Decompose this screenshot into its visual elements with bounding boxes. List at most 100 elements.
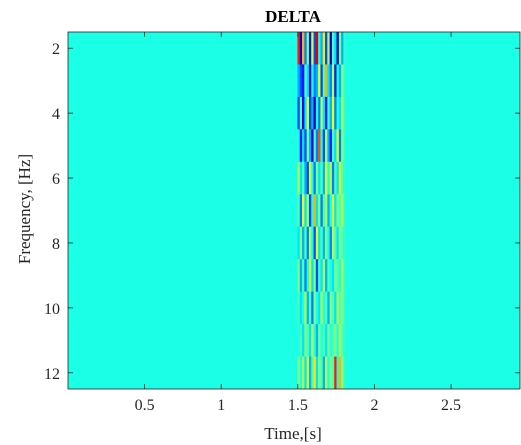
heatmap-cell xyxy=(327,291,330,325)
heatmap-cell xyxy=(313,194,317,228)
heatmap-cell xyxy=(336,324,340,357)
heatmap-cell xyxy=(318,129,321,163)
heatmap-cell xyxy=(341,129,344,163)
heatmap-cell xyxy=(327,259,330,292)
heatmap-cell xyxy=(313,161,317,195)
heatmap-cell xyxy=(304,291,307,325)
heatmap-cell xyxy=(306,64,310,98)
x-tick-label: 1 xyxy=(217,397,225,414)
heatmap-cell xyxy=(299,324,303,357)
heatmap-cell xyxy=(315,96,319,130)
heatmap-cell xyxy=(331,356,335,390)
heatmap-cell xyxy=(336,194,340,228)
heatmap-cell xyxy=(334,194,337,228)
heatmap-cell xyxy=(327,161,330,195)
heatmap-cell xyxy=(302,96,305,130)
heatmap-cell xyxy=(320,96,324,130)
heatmap-cell xyxy=(306,194,310,228)
heatmap-cell xyxy=(304,129,307,163)
heatmap-cell xyxy=(306,96,310,130)
heatmap-cell xyxy=(329,356,333,390)
heatmap-cell xyxy=(299,161,303,195)
heatmap-cell xyxy=(297,356,301,390)
heatmap-cell xyxy=(331,259,335,292)
heatmap-cell xyxy=(318,64,321,98)
heatmap-cell xyxy=(336,226,340,260)
heatmap-cell xyxy=(311,226,314,260)
heatmap-cell xyxy=(329,161,333,195)
heatmap-cell xyxy=(299,194,303,228)
heatmap-cell xyxy=(336,161,340,195)
heatmap-cell xyxy=(329,259,333,292)
heatmap-cell xyxy=(325,64,328,98)
heatmap-cell xyxy=(338,226,342,260)
heatmap-cell xyxy=(308,356,312,390)
heatmap-cell xyxy=(315,194,319,228)
heatmap-cell xyxy=(336,259,340,292)
heatmap-cell xyxy=(313,129,317,163)
heatmap-cell xyxy=(306,356,310,390)
heatmap-cell xyxy=(297,226,301,260)
heatmap-cell xyxy=(331,291,335,325)
heatmap-cell xyxy=(331,96,335,130)
heatmap-cell xyxy=(338,64,342,98)
heatmap-cell xyxy=(322,356,326,390)
heatmap-cell xyxy=(311,129,314,163)
heatmap-cell xyxy=(311,194,314,228)
heatmap-cell xyxy=(299,226,303,260)
heatmap-cell xyxy=(311,96,314,130)
heatmap-cell xyxy=(306,129,310,163)
heatmap-cell xyxy=(308,161,312,195)
heatmap-cell xyxy=(343,161,347,195)
heatmap-cell xyxy=(302,161,305,195)
heatmap-cell xyxy=(297,161,301,195)
heatmap-cell xyxy=(334,291,337,325)
heatmap-cell xyxy=(322,96,326,130)
heatmap-cell xyxy=(308,129,312,163)
heatmap-cell xyxy=(331,64,335,98)
heatmap-cell xyxy=(302,324,305,357)
heatmap-cell xyxy=(308,324,312,357)
heatmap-cell xyxy=(313,259,317,292)
heatmap-cell xyxy=(315,161,319,195)
heatmap-cell xyxy=(343,96,347,130)
heatmap-cell xyxy=(315,356,319,390)
heatmap-cell xyxy=(302,226,305,260)
heatmap-cell xyxy=(308,96,312,130)
heatmap-cell xyxy=(308,32,312,65)
heatmap-cell xyxy=(318,194,321,228)
heatmap-cell xyxy=(336,96,340,130)
heatmap-cell xyxy=(297,64,301,98)
heatmap-cell xyxy=(302,291,305,325)
heatmap-cell xyxy=(320,194,324,228)
x-tick-label: 2 xyxy=(370,397,378,414)
heatmap-cell xyxy=(341,194,344,228)
heatmap-cell xyxy=(311,64,314,98)
heatmap-cell xyxy=(302,259,305,292)
heatmap-cell xyxy=(343,64,347,98)
heatmap-cell xyxy=(315,226,319,260)
y-tick-label: 8 xyxy=(52,236,60,253)
heatmap-cell xyxy=(306,291,310,325)
heatmap-cell xyxy=(311,356,314,390)
heatmap-cell xyxy=(318,32,321,65)
heatmap-cell xyxy=(329,291,333,325)
heatmap-cell xyxy=(338,259,342,292)
heatmap-cell xyxy=(341,259,344,292)
y-tick-label: 2 xyxy=(52,41,60,58)
heatmap-cell xyxy=(325,226,328,260)
heatmap-cell xyxy=(304,226,307,260)
heatmap-cell xyxy=(322,32,326,65)
plot-area xyxy=(67,31,521,390)
y-axis-title: Frequency, [Hz] xyxy=(15,154,34,264)
heatmap-cell xyxy=(315,129,319,163)
heatmap-cell xyxy=(313,32,317,65)
x-tick-labels: 0.5 1 1.5 2 2.5 xyxy=(135,397,461,414)
heatmap-cell xyxy=(320,356,324,390)
heatmap-cell xyxy=(327,226,330,260)
heatmap-cell xyxy=(297,194,301,228)
heatmap-cell xyxy=(341,96,344,130)
x-tick-label: 2.5 xyxy=(441,397,461,414)
heatmap-cell xyxy=(318,161,321,195)
heatmap-cell xyxy=(343,32,347,65)
